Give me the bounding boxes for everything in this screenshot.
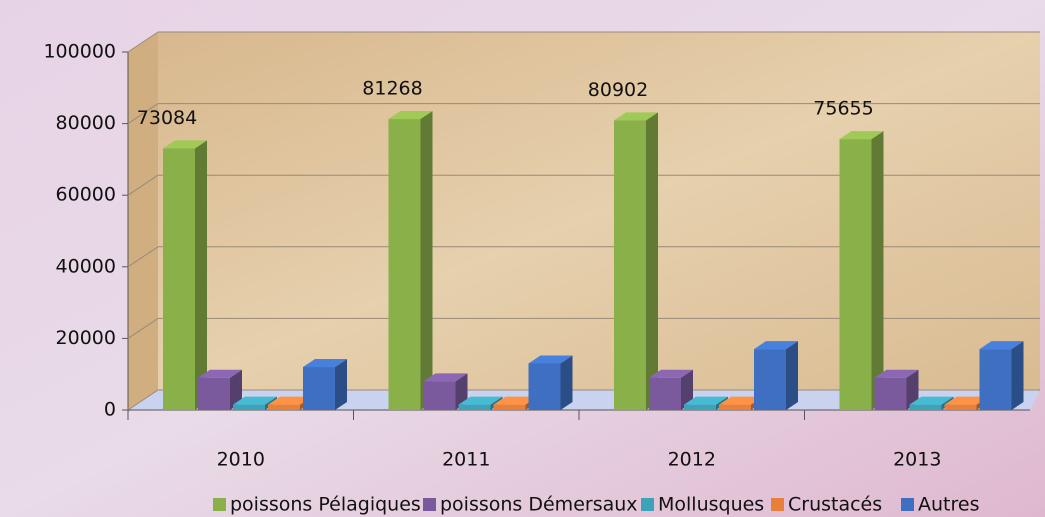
- y-tick-label: 80000: [56, 112, 116, 134]
- legend-swatch: [901, 498, 914, 511]
- legend-label: Mollusques: [658, 494, 764, 516]
- legend-label: poissons Pélagiques: [230, 494, 421, 516]
- bar: [910, 405, 942, 410]
- bar: [980, 349, 1012, 410]
- legend-label: poissons Démersaux: [440, 494, 638, 516]
- y-tick-label: 100000: [43, 41, 116, 63]
- bar-side: [421, 111, 433, 410]
- legend-swatch: [641, 498, 654, 511]
- bar: [840, 139, 872, 410]
- bar: [614, 120, 646, 410]
- bar: [303, 367, 335, 410]
- bar: [754, 349, 786, 410]
- bar: [719, 405, 751, 410]
- bar: [459, 405, 491, 410]
- bar: [684, 405, 716, 410]
- bar: [494, 405, 526, 410]
- bar: [424, 381, 456, 410]
- legend-label: Crustacés: [788, 494, 882, 516]
- legend-swatch: [213, 498, 226, 511]
- bar: [233, 405, 265, 410]
- chart: poissons Pélagiques poissons Démersaux Mol…: [0, 0, 1045, 517]
- bar: [875, 378, 907, 410]
- y-tick-label: 0: [104, 399, 116, 421]
- bar: [649, 378, 681, 410]
- data-label: 75655: [813, 98, 873, 120]
- data-label: 80902: [588, 79, 648, 101]
- x-tick-label: 2010: [217, 449, 265, 471]
- data-label: 81268: [362, 78, 422, 100]
- x-tick-label: 2011: [442, 449, 490, 471]
- bar: [529, 363, 561, 410]
- legend: poissons Pélagiques poissons Démersaux Mol…: [213, 494, 979, 516]
- bar-side: [646, 112, 658, 410]
- y-tick-label: 40000: [56, 255, 116, 277]
- bar: [389, 119, 421, 410]
- x-tick-label: 2012: [668, 449, 716, 471]
- y-tick-label: 20000: [56, 327, 116, 349]
- y-tick-label: 60000: [56, 184, 116, 206]
- legend-swatch: [423, 498, 436, 511]
- legend-swatch: [771, 498, 784, 511]
- legend-label: Autres: [918, 494, 979, 516]
- bar-side: [335, 359, 347, 410]
- bar-side: [1012, 341, 1024, 410]
- bar-side: [786, 341, 798, 410]
- bar: [945, 405, 977, 410]
- bar: [198, 378, 230, 410]
- data-label: 73084: [137, 107, 197, 129]
- bar-side: [195, 140, 207, 410]
- x-tick-label: 2013: [893, 449, 941, 471]
- bar: [163, 148, 195, 410]
- bar: [268, 405, 300, 410]
- bar-side: [872, 131, 884, 410]
- bar-side: [561, 355, 573, 410]
